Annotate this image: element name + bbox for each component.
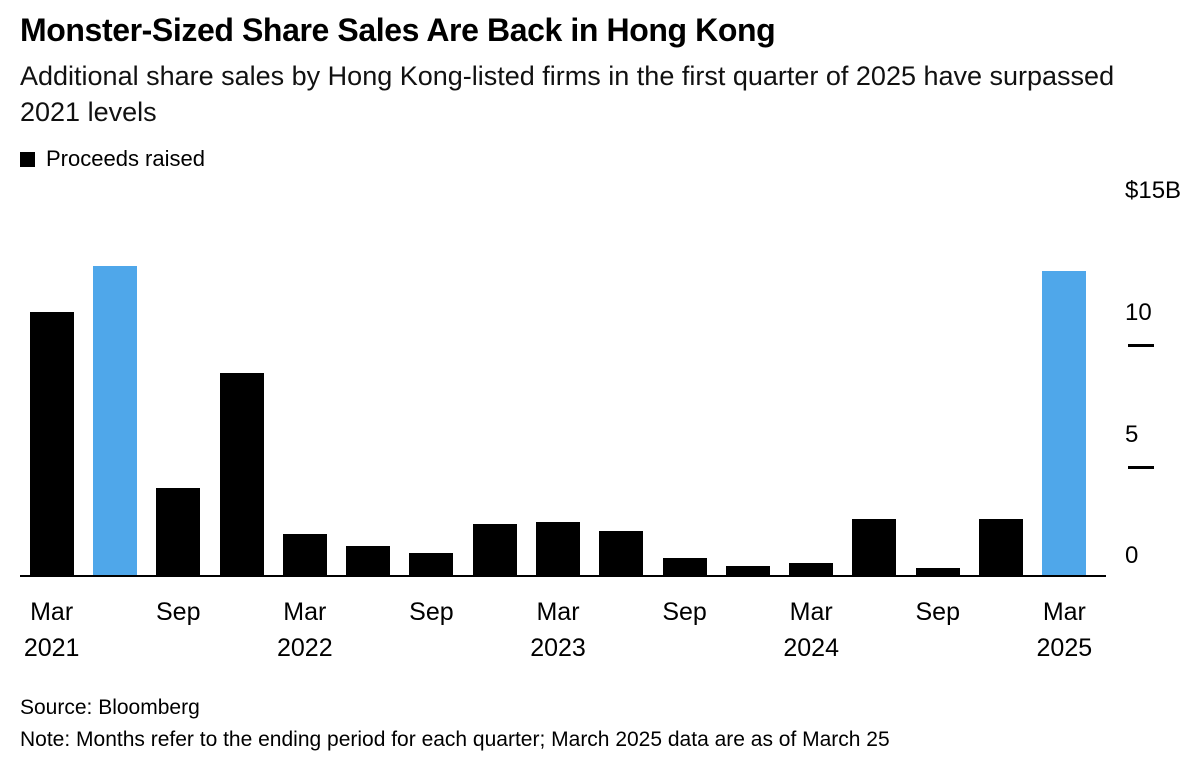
legend: Proceeds raised [20, 146, 1181, 172]
footer: Source: Bloomberg Note: Months refer to … [20, 692, 890, 756]
x-tick-label: Sep [409, 598, 454, 627]
note-line: Note: Months refer to the ending period … [20, 728, 890, 752]
bar-dec-2022 [472, 524, 517, 576]
bar-dec-2024 [979, 519, 1024, 576]
x-tick-label: Mar 2022 [277, 598, 333, 662]
x-tick-label: Sep [662, 598, 707, 627]
x-tick-label: Sep [155, 598, 201, 627]
x-tick-label: Mar 2021 [23, 598, 80, 662]
bar-dec-2021 [219, 373, 264, 576]
source-line: Source: Bloomberg [20, 696, 200, 720]
y-tick-mark [1128, 465, 1154, 469]
bar-sep-2024 [915, 567, 960, 576]
bar-sep-2023 [662, 558, 707, 576]
bar-mar-2025 [1042, 271, 1087, 576]
y-axis: $15B 10 5 0 [1096, 177, 1181, 575]
plot-area [20, 210, 1106, 578]
bar-sep-2021 [156, 487, 201, 576]
bar-chart: $15B 10 5 0 Mar 2021 Sep Mar 2022 Sep Mar 2023 Sep M… [20, 177, 1181, 662]
bar-sep-2022 [409, 553, 454, 576]
y-tick-label: 0 [1125, 542, 1139, 570]
legend-swatch-icon [20, 151, 35, 167]
bar-dec-2023 [725, 565, 770, 576]
legend-label: Proceeds raised [46, 146, 205, 172]
y-tick-label: $15B [1125, 177, 1182, 205]
bar-mar-2022 [282, 533, 327, 576]
y-tick-label: 5 [1125, 420, 1139, 448]
x-axis-line [20, 575, 1106, 578]
x-tick-label: Mar 2023 [530, 598, 586, 662]
y-tick-mark [1128, 343, 1154, 347]
y-tick-label: 10 [1125, 298, 1152, 326]
bar-mar-2024 [789, 563, 834, 576]
x-axis-labels: Mar 2021 Sep Mar 2022 Sep Mar 2023 Sep Mar 2024 Sep… [20, 595, 1096, 667]
bar-jun-2024 [852, 519, 897, 576]
bar-jun-2022 [346, 546, 391, 576]
bar-jun-2023 [599, 531, 644, 576]
bar-mar-2023 [536, 521, 580, 576]
x-tick-label: Sep [915, 598, 960, 627]
bar-mar-2021 [29, 312, 74, 576]
chart-subtitle: Additional share sales by Hong Kong-list… [20, 61, 1115, 127]
page-title: Monster-Sized Share Sales Are Back in Ho… [20, 12, 776, 48]
bar-jun-2021 [92, 266, 137, 576]
x-tick-label: Mar 2024 [783, 598, 839, 662]
x-tick-label: Mar 2025 [1036, 598, 1093, 662]
